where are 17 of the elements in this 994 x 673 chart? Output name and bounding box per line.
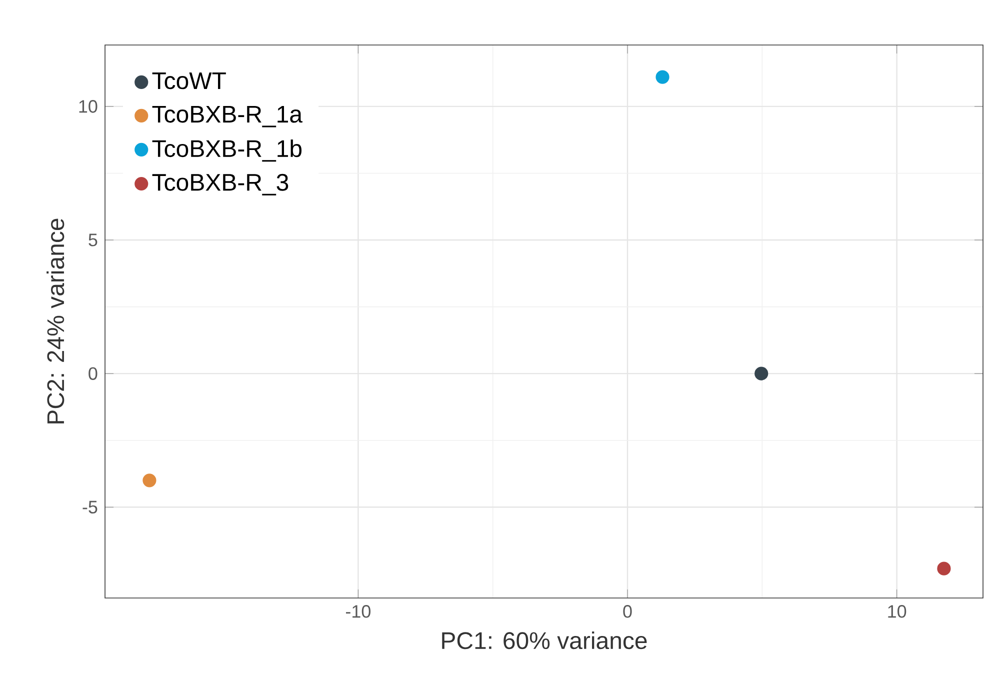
- legend-label: TcoBXB-R_1a: [152, 106, 303, 128]
- legend-label: TcoBXB-R_1b: [152, 139, 302, 162]
- point: [937, 562, 951, 576]
- x-tick-label: 10: [888, 605, 906, 618]
- y-tick-label: 5: [88, 234, 98, 246]
- point: [656, 70, 670, 84]
- x-tick-label: 0: [623, 605, 632, 618]
- point: [754, 366, 768, 380]
- legend-label: TcoWT: [152, 72, 226, 90]
- x-axis-title: PC1: 60% variance: [442, 632, 647, 650]
- y-tick-label: -5: [82, 500, 98, 514]
- point: [142, 474, 156, 488]
- x-tick-label: -10: [346, 605, 370, 618]
- y-tick-label: 10: [79, 100, 98, 113]
- y-tick-label: 0: [88, 367, 98, 380]
- y-axis-title: PC2: 24% variance: [46, 218, 64, 424]
- legend-label: TcoBXB-R_3: [152, 174, 288, 196]
